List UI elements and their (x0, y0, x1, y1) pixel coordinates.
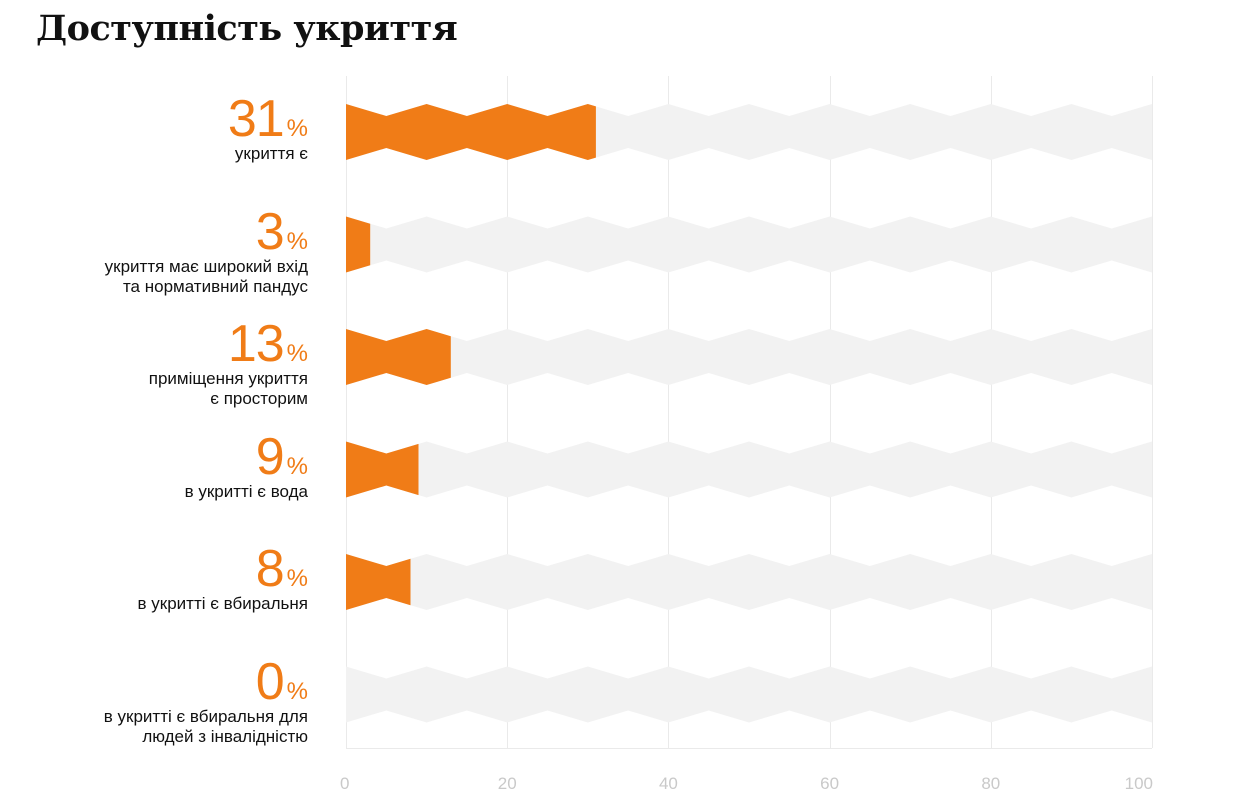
row-label: 0% в укритті є вбиральня для людей з інва… (103, 656, 308, 747)
row-label: 13% приміщення укриття є просторим (148, 318, 308, 409)
row-label: 3% укриття має широкий вхід та нормативни… (104, 206, 308, 297)
bar (346, 554, 411, 610)
bar (346, 329, 451, 385)
bar-track (346, 329, 1152, 385)
bar (346, 441, 419, 498)
category-label: укриття є (234, 144, 308, 163)
bar-track (346, 666, 1152, 723)
value-label: 13% (149, 318, 308, 370)
chart-title: Доступність укриття (36, 8, 458, 49)
value-label: 3% (105, 206, 308, 258)
value-number: 31 (227, 90, 285, 148)
x-tick-label: 20 (498, 774, 517, 793)
value-number: 13 (227, 315, 285, 373)
value-label: 31% (228, 93, 308, 145)
value-label: 9% (185, 431, 308, 483)
value-label: 0% (104, 656, 308, 708)
value-number: 3 (255, 202, 285, 261)
bar-track (346, 216, 1152, 273)
x-tick-label: 80 (981, 774, 1000, 793)
category-label: в укритті є вбиральня (137, 594, 308, 613)
bar-track (346, 441, 1152, 498)
category-label: приміщення укриття є просторим (148, 369, 308, 408)
row-label: 8% в укритті є вбиральня (137, 543, 308, 614)
percent-sign: % (286, 115, 308, 142)
percent-sign: % (286, 452, 308, 480)
x-tick-label: 60 (820, 774, 839, 793)
percent-sign: % (286, 340, 308, 367)
value-label: 8% (138, 543, 308, 595)
row-label: 31% укриття є (228, 93, 308, 164)
value-number: 0 (255, 652, 285, 711)
row-label: 9% в укритті є вода (184, 431, 308, 502)
value-number: 8 (255, 540, 285, 598)
percent-sign: % (286, 677, 308, 705)
category-labels: 31% укриття є 3% укриття має широкий вхід т… (0, 0, 310, 804)
percent-sign: % (286, 227, 308, 255)
x-tick-label: 0 (340, 774, 349, 793)
x-tick-label: 40 (659, 774, 678, 793)
bar-track (346, 554, 1152, 610)
category-label: в укритті є вбиральня для людей з інвалі… (103, 706, 308, 746)
percent-sign: % (286, 565, 308, 592)
bar (346, 216, 371, 273)
value-number: 9 (255, 427, 285, 486)
bar (346, 104, 596, 160)
category-label: укриття має широкий вхід та нормативний … (104, 256, 308, 296)
x-tick-label: 100 (1125, 774, 1153, 793)
category-label: в укритті є вода (184, 481, 308, 501)
